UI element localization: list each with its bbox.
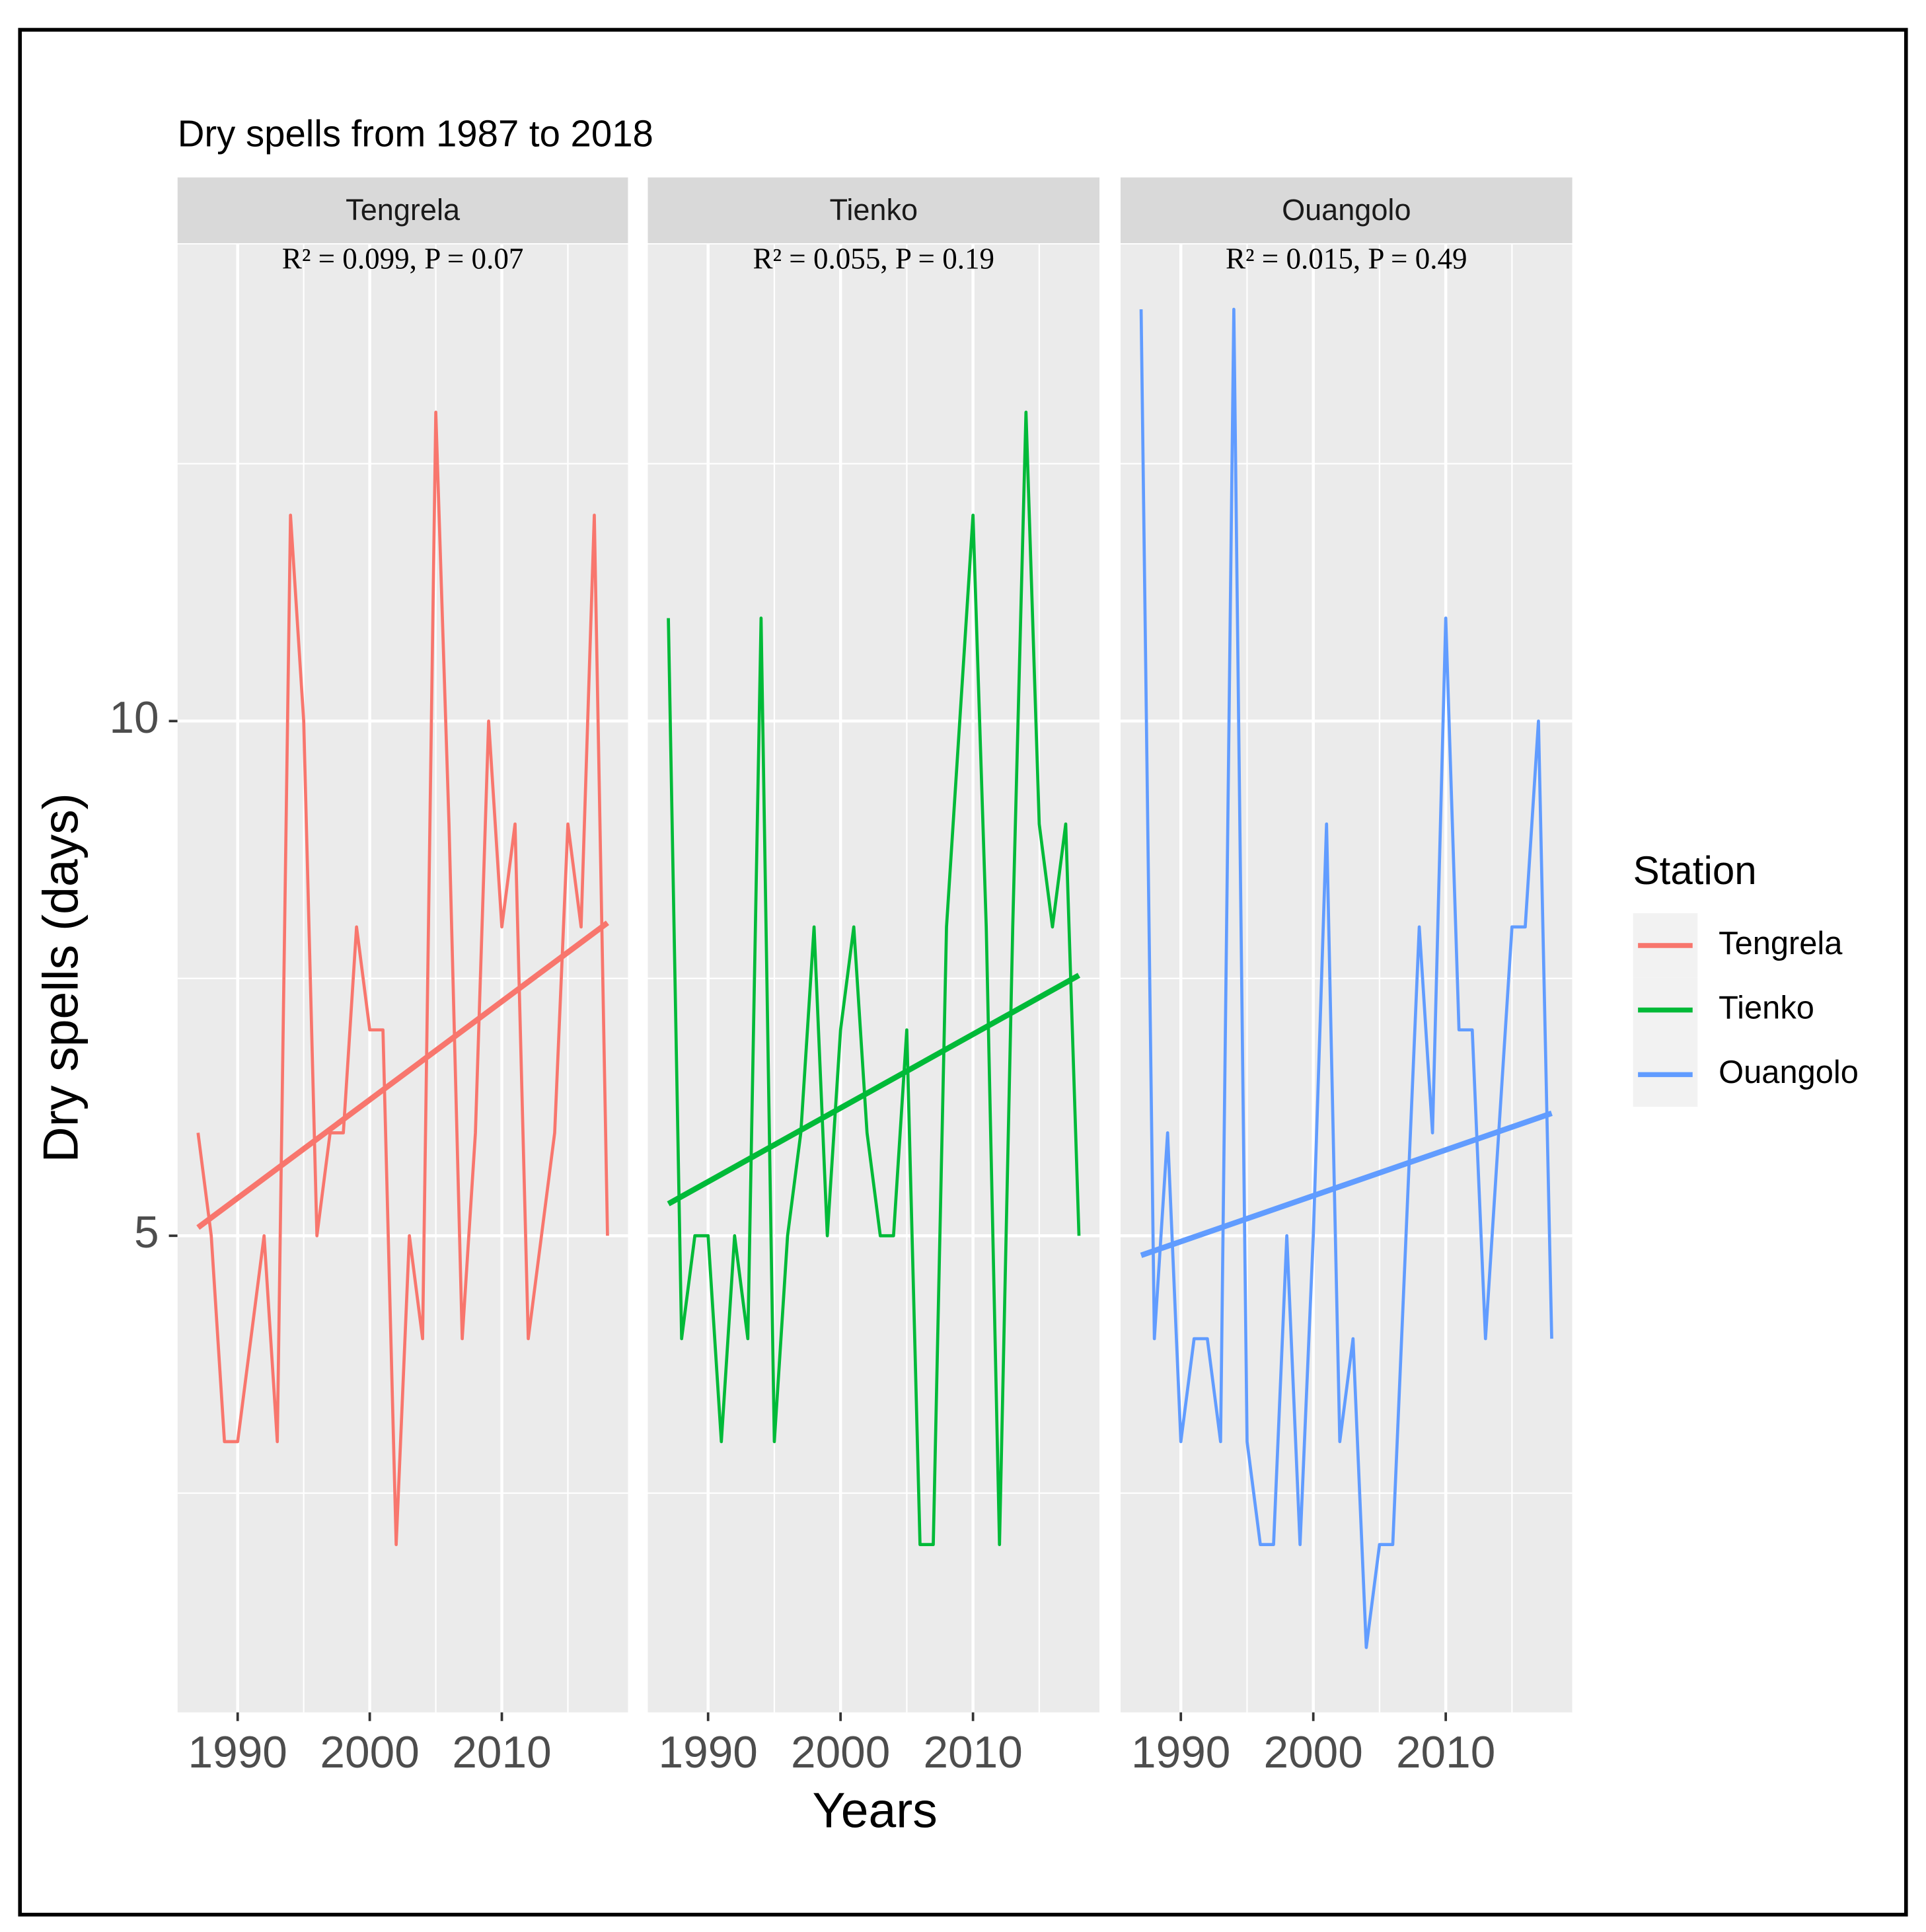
annotation: R² = 0.015, P = 0.49 <box>1226 242 1467 276</box>
strip <box>1121 177 1573 244</box>
trend-line <box>1140 1110 1553 1258</box>
x-tick-label: 2000 <box>320 1728 419 1777</box>
strip <box>648 177 1100 244</box>
x-tick-label: 1990 <box>188 1728 287 1777</box>
y-tick-label: 5 <box>134 1208 159 1257</box>
legend-title: Station <box>1633 848 1757 893</box>
strip <box>177 177 628 244</box>
y-tick-label: 10 <box>109 693 159 743</box>
legend-label: Tienko <box>1719 990 1814 1026</box>
x-tick-label: 2010 <box>1396 1728 1495 1777</box>
legend-label: Tengrela <box>1719 926 1843 961</box>
trend-line <box>667 973 1081 1207</box>
x-tick-label: 2000 <box>791 1728 890 1777</box>
strip-label: Ouangolo <box>1282 193 1411 227</box>
strip-label: Tengrela <box>346 193 461 227</box>
x-axis-label: Years <box>812 1782 937 1838</box>
x-tick-label: 2000 <box>1263 1728 1362 1777</box>
data-line <box>667 410 1081 1547</box>
x-tick-label: 2010 <box>923 1728 1022 1777</box>
data-line <box>196 410 609 1547</box>
annotation: R² = 0.055, P = 0.19 <box>753 242 994 276</box>
data-line <box>1139 307 1553 1649</box>
strip-label: Tienko <box>829 193 918 227</box>
x-tick-label: 1990 <box>659 1728 758 1777</box>
chart-title: Dry spells from 1987 to 2018 <box>178 112 653 154</box>
annotation: R² = 0.099, P = 0.07 <box>282 242 524 276</box>
x-tick-label: 2010 <box>452 1728 551 1777</box>
legend-label: Ouangolo <box>1719 1055 1859 1090</box>
trend-line <box>196 920 609 1230</box>
x-tick-label: 1990 <box>1131 1728 1230 1777</box>
y-axis-label: Dry spells (days) <box>33 793 89 1162</box>
